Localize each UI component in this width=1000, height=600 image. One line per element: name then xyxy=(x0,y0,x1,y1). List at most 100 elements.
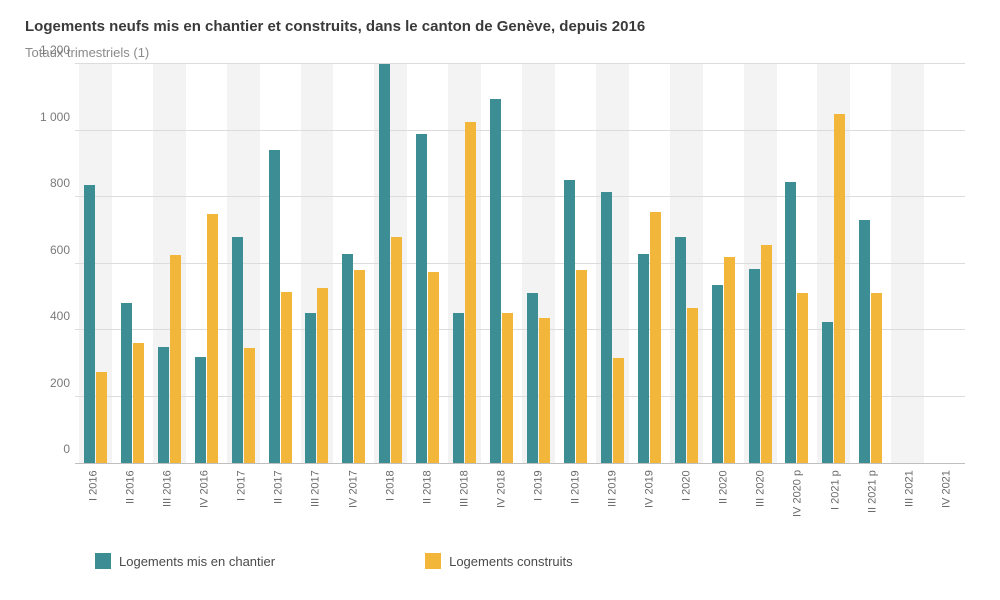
bar-group xyxy=(926,64,963,463)
bar-construits xyxy=(354,270,365,463)
x-axis-label: IV 2021 xyxy=(928,470,965,535)
bar-group xyxy=(889,64,926,463)
chart-subtitle: Totaux trimestriels (1) xyxy=(25,45,975,60)
bar-construits xyxy=(207,214,218,463)
bar-construits xyxy=(724,257,735,463)
bar-chantier xyxy=(564,180,575,463)
bar-chantier xyxy=(269,150,280,463)
bar-group xyxy=(742,64,779,463)
x-axis-label: I 2020 xyxy=(668,470,705,535)
legend-item-construits: Logements construits xyxy=(425,553,573,569)
bar-chantier xyxy=(490,99,501,463)
y-axis-label: 1 200 xyxy=(30,43,70,57)
x-axis-label: III 2020 xyxy=(742,470,779,535)
bar-group xyxy=(668,64,705,463)
bar-chantier xyxy=(675,237,686,463)
bar-construits xyxy=(317,288,328,463)
bar-group xyxy=(225,64,262,463)
x-axis-label: I 2019 xyxy=(520,470,557,535)
x-axis-label: IV 2019 xyxy=(631,470,668,535)
bar-group xyxy=(705,64,742,463)
bar-group xyxy=(852,64,889,463)
y-axis-label: 1 000 xyxy=(30,110,70,124)
x-axis-labels: I 2016II 2016III 2016IV 2016I 2017II 201… xyxy=(75,464,965,535)
bar-construits xyxy=(96,372,107,463)
legend: Logements mis en chantier Logements cons… xyxy=(95,553,975,569)
bar-chantier xyxy=(527,293,538,463)
bar-construits xyxy=(465,122,476,463)
y-axis-label: 800 xyxy=(30,176,70,190)
y-axis-label: 200 xyxy=(30,376,70,390)
chart-area: 02004006008001 0001 200 xyxy=(75,64,965,464)
bar-construits xyxy=(428,272,439,463)
bar-chantier xyxy=(416,134,427,463)
bar-construits xyxy=(613,358,624,463)
bar-chantier xyxy=(638,254,649,463)
x-axis-label: III 2019 xyxy=(594,470,631,535)
bar-chantier xyxy=(342,254,353,463)
bar-group xyxy=(77,64,114,463)
bar-chantier xyxy=(822,322,833,463)
x-axis-label: IV 2017 xyxy=(335,470,372,535)
x-axis-label: I 2021 p xyxy=(817,470,854,535)
bar-group xyxy=(446,64,483,463)
x-axis-label: I 2017 xyxy=(223,470,260,535)
x-axis-label: I 2018 xyxy=(372,470,409,535)
bar-chantier xyxy=(158,347,169,463)
y-axis-label: 400 xyxy=(30,309,70,323)
x-axis-label: IV 2018 xyxy=(483,470,520,535)
bar-group xyxy=(483,64,520,463)
bar-group xyxy=(151,64,188,463)
bar-construits xyxy=(834,114,845,463)
bar-construits xyxy=(687,308,698,463)
bar-group xyxy=(815,64,852,463)
bar-construits xyxy=(871,293,882,463)
x-axis-label: II 2017 xyxy=(260,470,297,535)
x-axis-label: II 2019 xyxy=(557,470,594,535)
bar-group xyxy=(372,64,409,463)
bar-group xyxy=(299,64,336,463)
bar-group xyxy=(335,64,372,463)
x-axis-label: IV 2020 p xyxy=(779,470,816,535)
bar-group xyxy=(188,64,225,463)
bar-construits xyxy=(576,270,587,463)
bar-construits xyxy=(539,318,550,463)
bar-chantier xyxy=(859,220,870,463)
bar-group xyxy=(631,64,668,463)
bar-construits xyxy=(133,343,144,463)
bar-group xyxy=(779,64,816,463)
alt-band xyxy=(891,64,924,463)
bar-chantier xyxy=(785,182,796,463)
bar-chantier xyxy=(379,64,390,463)
x-axis-label: II 2020 xyxy=(705,470,742,535)
legend-label: Logements construits xyxy=(449,554,573,569)
bar-construits xyxy=(244,348,255,463)
bar-chantier xyxy=(453,313,464,463)
bar-group xyxy=(557,64,594,463)
plot-area: 02004006008001 0001 200 xyxy=(75,64,965,464)
bar-group xyxy=(594,64,631,463)
bar-chantier xyxy=(601,192,612,463)
bar-construits xyxy=(281,292,292,463)
bar-chantier xyxy=(121,303,132,463)
bar-group xyxy=(262,64,299,463)
legend-swatch xyxy=(95,553,111,569)
x-axis-label: II 2018 xyxy=(409,470,446,535)
bar-chantier xyxy=(749,269,760,464)
chart-title: Logements neufs mis en chantier et const… xyxy=(25,18,975,35)
bar-chantier xyxy=(84,185,95,463)
legend-label: Logements mis en chantier xyxy=(119,554,275,569)
y-axis-label: 600 xyxy=(30,243,70,257)
x-axis-label: IV 2016 xyxy=(186,470,223,535)
x-axis-label: III 2018 xyxy=(446,470,483,535)
bar-chantier xyxy=(305,313,316,463)
bar-chantier xyxy=(712,285,723,463)
x-axis-label: III 2021 xyxy=(891,470,928,535)
bar-group xyxy=(520,64,557,463)
bar-chantier xyxy=(195,357,206,463)
bar-construits xyxy=(650,212,661,463)
legend-swatch xyxy=(425,553,441,569)
x-axis-label: II 2021 p xyxy=(854,470,891,535)
legend-item-chantier: Logements mis en chantier xyxy=(95,553,275,569)
bar-group xyxy=(409,64,446,463)
